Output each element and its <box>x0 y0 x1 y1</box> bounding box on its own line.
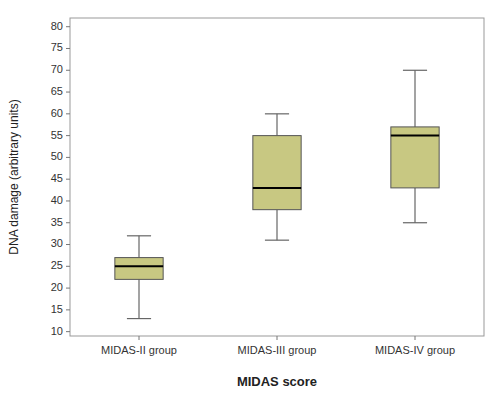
box <box>253 136 301 210</box>
y-tick-label: 60 <box>51 107 63 119</box>
median <box>115 265 163 267</box>
y-tick <box>66 92 70 93</box>
y-tick-label: 40 <box>51 194 63 206</box>
x-tick-label: MIDAS-IV group <box>375 344 455 356</box>
y-tick <box>66 309 70 310</box>
y-tick-label: 20 <box>51 281 63 293</box>
box <box>115 258 163 280</box>
cap-low <box>403 222 427 223</box>
y-tick-label: 55 <box>51 129 63 141</box>
x-axis-label: MIDAS score <box>237 374 317 389</box>
y-tick <box>66 113 70 114</box>
whisker-low <box>276 210 277 240</box>
y-tick-label: 15 <box>51 303 63 315</box>
y-tick-label: 70 <box>51 63 63 75</box>
y-tick <box>66 222 70 223</box>
whisker-low <box>138 279 139 318</box>
y-tick-label: 45 <box>51 172 63 184</box>
x-tick <box>277 336 278 340</box>
y-tick-label: 65 <box>51 85 63 97</box>
y-tick <box>66 48 70 49</box>
plot-frame <box>70 18 484 336</box>
y-tick <box>66 200 70 201</box>
whisker-high <box>414 70 415 127</box>
y-tick-label: 25 <box>51 259 63 271</box>
chart: 10 15 20 25 30 35 40 45 50 55 60 65 70 75 80 MIDAS-II g… <box>0 0 500 400</box>
y-tick <box>66 157 70 158</box>
median <box>391 135 439 137</box>
cap-high <box>403 70 427 71</box>
x-tick <box>139 336 140 340</box>
x-tick-label: MIDAS-II group <box>101 344 177 356</box>
cap-low <box>265 240 289 241</box>
cap-high <box>265 113 289 114</box>
y-axis-label: DNA damage (arbitrary units) <box>7 99 21 254</box>
y-tick <box>66 244 70 245</box>
x-tick-label: MIDAS-III group <box>238 344 317 356</box>
y-tick <box>66 26 70 27</box>
y-tick-label: 80 <box>51 20 63 32</box>
y-tick <box>66 331 70 332</box>
y-tick-label: 35 <box>51 216 63 228</box>
y-tick <box>66 70 70 71</box>
whisker-high <box>276 114 277 136</box>
y-tick-label: 50 <box>51 150 63 162</box>
whisker-low <box>414 188 415 223</box>
median <box>253 187 301 189</box>
box <box>391 127 439 188</box>
x-tick <box>415 336 416 340</box>
boxes <box>115 70 439 318</box>
y-tick-label: 30 <box>51 237 63 249</box>
y-tick <box>66 135 70 136</box>
cap-low <box>127 318 151 319</box>
y-tick <box>66 266 70 267</box>
y-tick <box>66 179 70 180</box>
y-tick-label: 10 <box>51 325 63 337</box>
whisker-high <box>138 236 139 258</box>
y-tick-label: 75 <box>51 41 63 53</box>
y-tick <box>66 288 70 289</box>
cap-high <box>127 235 151 236</box>
